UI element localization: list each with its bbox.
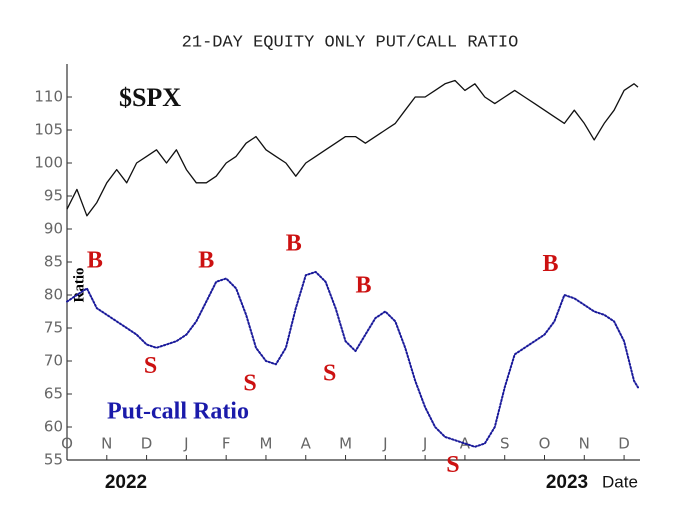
x-tick-label: M [339,435,352,453]
x-tick-label: O [61,435,73,453]
annotation: B [355,273,371,299]
annotation: B [198,248,214,274]
y-tick-label: 100 [34,154,63,172]
annotation: S [446,452,459,478]
y-tick-label: 65 [44,385,63,403]
x-tick-label: D [618,435,630,453]
y-tick-label: 105 [34,121,63,139]
x-tick-label: D [141,435,153,453]
x-tick-label: F [222,435,231,453]
y-axis-label: Ratio [71,268,87,303]
x-tick-label: O [539,435,551,453]
annotation: S [323,360,336,386]
x-tick-label: A [301,435,312,453]
annotation: B [87,248,103,274]
annotation: B [286,230,302,256]
x-tick-label: J [422,435,427,453]
y-tick-label: 95 [44,187,63,205]
annotation: S [144,353,157,379]
x-tick-label: S [500,435,510,453]
year-label: 2022 [105,472,147,493]
x-tick-label: J [183,435,188,453]
y-tick-label: 80 [44,286,63,304]
year-label: 2023 [546,472,588,493]
x-tick-label: N [101,435,112,453]
y-tick-label: 55 [44,451,63,469]
legend-entry: $SPX [119,83,181,112]
y-tick-label: 75 [44,319,63,337]
series-line [66,270,639,448]
x-tick-label: N [579,435,590,453]
annotation: B [542,251,558,277]
y-tick-label: 90 [44,220,63,238]
x-axis-label: Date [602,472,638,491]
y-tick-label: 70 [44,352,63,370]
annotation: S [243,370,256,396]
y-tick-label: 85 [44,253,63,271]
chart-title: 21-DAY EQUITY ONLY PUT/CALL RATIO [182,33,519,52]
y-tick-label: 110 [34,88,63,106]
legend-entry: Put-call Ratio [107,399,249,425]
x-tick-label: J [382,435,387,453]
x-tick-label: M [259,435,272,453]
y-tick-label: 60 [44,418,63,436]
series-line [66,79,639,217]
